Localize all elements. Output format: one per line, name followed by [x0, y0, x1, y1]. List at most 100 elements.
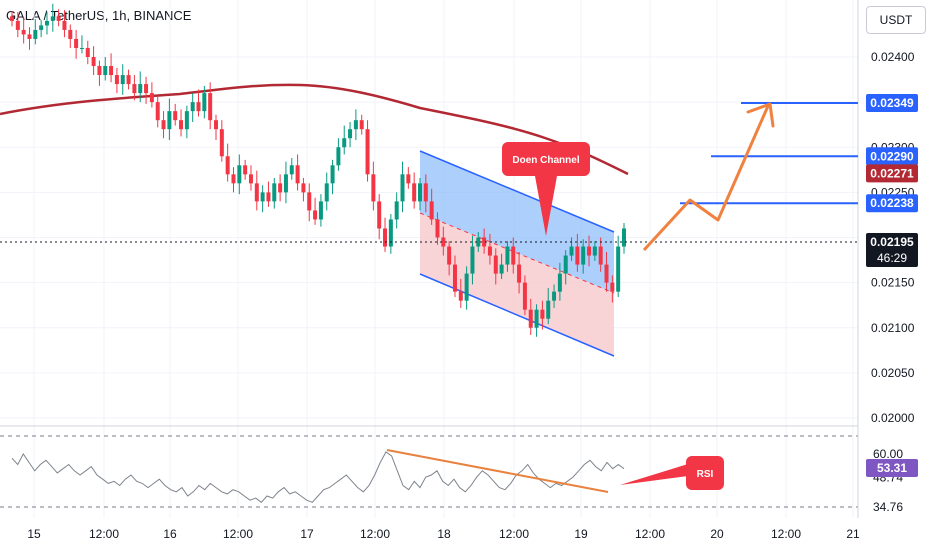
candle-body	[21, 29, 26, 35]
candle-body	[85, 47, 90, 57]
current-price-box	[866, 233, 918, 268]
price-tick: 0.02400	[871, 50, 915, 64]
candle-body	[266, 192, 271, 202]
candle-body	[447, 246, 452, 265]
price-axis: 0.024000.023500.023000.022500.021500.021…	[866, 50, 918, 514]
candle-body	[149, 93, 154, 103]
candle-body	[464, 273, 469, 301]
price-tick: 0.02150	[871, 276, 915, 290]
candle-body	[318, 201, 323, 220]
candle-body	[109, 66, 114, 76]
candle-body	[196, 102, 201, 112]
candle-body	[79, 47, 84, 49]
channel-bottom-line	[419, 273, 615, 357]
candle-body	[423, 183, 428, 202]
candle-body	[278, 183, 283, 193]
levels	[680, 102, 858, 205]
candle-body	[219, 129, 224, 157]
candle-body	[190, 102, 195, 112]
rsi-tick: 60.00	[873, 447, 903, 461]
rsi-tick: 34.76	[873, 500, 903, 514]
candle-body	[138, 84, 143, 94]
candle-body	[179, 120, 184, 130]
rsi-value-label: 53.31	[877, 461, 907, 475]
candle-body	[546, 300, 551, 319]
candle-body	[435, 219, 440, 238]
candle-body	[452, 264, 457, 292]
rsi-callout-label: RSI	[697, 469, 714, 480]
candle-body	[155, 102, 160, 121]
price-tick: 0.02100	[871, 321, 915, 335]
candle-body	[552, 291, 557, 301]
candle-body	[534, 309, 539, 328]
candle-body	[511, 246, 516, 265]
candle-body	[248, 174, 253, 184]
candle-body	[359, 120, 364, 130]
time-tick: 20	[710, 527, 724, 541]
candle-body	[173, 111, 178, 121]
candle-body	[289, 165, 294, 175]
candle-body	[295, 165, 300, 184]
callout-pointer	[535, 176, 557, 236]
level-label: 0.02290	[870, 149, 914, 163]
currency-button[interactable]: USDT	[866, 6, 926, 34]
candle-body	[56, 16, 61, 21]
current-price-label: 0.02195	[870, 235, 914, 249]
candle-body	[522, 282, 527, 310]
time-axis: 15 12:00 16 12:00 17 12:00 18 12:00 19 12:00 20 12:…	[27, 527, 860, 541]
candle-body	[62, 20, 67, 30]
candle-body	[365, 129, 370, 175]
candle-body	[243, 165, 248, 175]
candle-body	[540, 309, 545, 319]
level-label-box	[866, 194, 918, 213]
candle-body	[50, 16, 55, 21]
level-label: 0.02238	[870, 196, 914, 210]
candle-body	[68, 29, 73, 39]
candle-body	[592, 246, 597, 256]
candle-body	[307, 192, 312, 211]
moving-average-line	[0, 83, 629, 176]
level-label-box	[866, 147, 918, 166]
candle-body	[383, 228, 388, 247]
candle-body	[283, 174, 288, 193]
time-tick: 16	[163, 527, 177, 541]
candle-body	[487, 246, 492, 256]
candle-body	[563, 255, 568, 274]
channel-top-line	[419, 150, 615, 233]
candle-body	[33, 29, 38, 39]
time-tick: 12:00	[635, 527, 665, 541]
callout-label: Doen Channel	[512, 155, 579, 166]
rsi-value-box	[866, 459, 918, 478]
projection-arrowhead	[746, 102, 775, 128]
time-tick: 17	[300, 527, 314, 541]
time-tick: 18	[437, 527, 451, 541]
candle-body	[272, 183, 277, 202]
candle-body	[39, 25, 44, 30]
ma-label-box	[866, 164, 918, 183]
level-label: 0.02349	[870, 96, 914, 110]
candle-body	[74, 38, 79, 48]
candle-body	[499, 264, 504, 274]
candle-body	[225, 156, 230, 175]
candle-body	[598, 246, 603, 265]
candle-body	[482, 237, 487, 247]
candle-body	[493, 255, 498, 274]
level-label-box	[866, 94, 918, 113]
candle-body	[132, 84, 137, 94]
time-tick: 21	[846, 527, 860, 541]
candle-body	[575, 246, 580, 265]
candle-body	[557, 273, 562, 292]
candle-body	[27, 34, 32, 39]
candle-body	[517, 264, 522, 283]
price-tick: 0.02000	[871, 411, 915, 425]
candle-body	[91, 57, 96, 67]
candle-body	[388, 219, 393, 247]
candle-body	[622, 228, 626, 247]
candle-body	[103, 66, 108, 76]
candles	[10, 3, 626, 337]
candle-body	[441, 237, 446, 247]
projection-path	[642, 105, 770, 252]
candle-body	[342, 138, 347, 148]
candle-body	[330, 165, 335, 184]
